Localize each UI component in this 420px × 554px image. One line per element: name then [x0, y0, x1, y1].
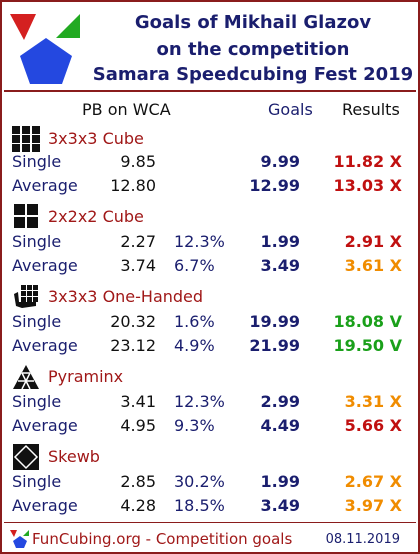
event-name: 3x3x3 Cube	[48, 129, 144, 148]
pct-value: 4.9%	[174, 334, 215, 358]
row-label: Single	[12, 470, 61, 494]
table-row: Average 4.28 18.5% 3.49 3.97 X	[2, 494, 418, 518]
pct-value: 12.3%	[174, 390, 225, 414]
pct-value: 9.3%	[174, 414, 215, 438]
title-line-3: Samara Speedcubing Fest 2019	[90, 63, 416, 87]
row-label: Single	[12, 230, 61, 254]
pb-value: 9.85	[120, 150, 156, 174]
table-row: Single 2.85 30.2% 1.99 2.67 X	[2, 470, 418, 494]
footer-date: 08.11.2019	[326, 532, 400, 547]
row-label: Average	[12, 494, 78, 518]
result-value: 3.61 X	[345, 254, 402, 278]
table-row: Average 23.12 4.9% 21.99 19.50 V	[2, 334, 418, 358]
pb-value: 4.95	[120, 414, 156, 438]
row-label: Single	[12, 390, 61, 414]
cube-2x2-icon	[12, 204, 40, 230]
goal-value: 12.99	[249, 174, 300, 198]
event-name: Skewb	[48, 447, 100, 466]
result-value: 3.97 X	[345, 494, 402, 518]
table-row: Single 9.85 9.99 11.82 X	[2, 150, 418, 174]
column-header-pb: PB on WCA	[82, 100, 171, 119]
pyraminx-icon	[12, 364, 40, 390]
event-name: Pyraminx	[48, 367, 123, 386]
event-name: 3x3x3 One-Handed	[48, 287, 203, 306]
result-value: 19.50 V	[333, 334, 402, 358]
result-value: 2.91 X	[345, 230, 402, 254]
pb-value: 20.32	[110, 310, 156, 334]
goal-value: 2.99	[261, 390, 300, 414]
pct-value: 12.3%	[174, 230, 225, 254]
result-value: 2.67 X	[345, 470, 402, 494]
funcubing-logo-icon	[8, 10, 84, 86]
row-label: Single	[12, 310, 61, 334]
goal-value: 1.99	[261, 230, 300, 254]
header-divider	[4, 90, 416, 92]
footer-divider	[4, 522, 416, 523]
skewb-icon	[12, 444, 40, 470]
pb-value: 23.12	[110, 334, 156, 358]
row-label: Average	[12, 254, 78, 278]
column-header-results: Results	[342, 100, 400, 119]
result-value: 3.31 X	[345, 390, 402, 414]
row-label: Average	[12, 414, 78, 438]
goal-value: 3.49	[261, 494, 300, 518]
pct-value: 1.6%	[174, 310, 215, 334]
title-line-1: Goals of Mikhail Glazov	[90, 11, 416, 35]
table-row: Single 2.27 12.3% 1.99 2.91 X	[2, 230, 418, 254]
event-name: 2x2x2 Cube	[48, 207, 144, 226]
pb-value: 2.27	[120, 230, 156, 254]
pb-value: 3.41	[120, 390, 156, 414]
pb-value: 3.74	[120, 254, 156, 278]
funcubing-small-logo-icon	[10, 529, 30, 549]
result-value: 5.66 X	[345, 414, 402, 438]
pct-value: 30.2%	[174, 470, 225, 494]
row-label: Average	[12, 334, 78, 358]
cube-3x3-icon	[12, 126, 40, 152]
header: Goals of Mikhail Glazov on the competiti…	[2, 2, 418, 90]
result-value: 18.08 V	[333, 310, 402, 334]
pct-value: 18.5%	[174, 494, 225, 518]
goal-value: 3.49	[261, 254, 300, 278]
pb-value: 4.28	[120, 494, 156, 518]
goal-value: 4.49	[261, 414, 300, 438]
goal-value: 19.99	[249, 310, 300, 334]
result-value: 13.03 X	[333, 174, 402, 198]
pct-value: 6.7%	[174, 254, 215, 278]
row-label: Single	[12, 150, 61, 174]
goal-value: 9.99	[261, 150, 300, 174]
row-label: Average	[12, 174, 78, 198]
goal-value: 21.99	[249, 334, 300, 358]
column-header-goals: Goals	[268, 100, 313, 119]
result-value: 11.82 X	[333, 150, 402, 174]
table-row: Average 4.95 9.3% 4.49 5.66 X	[2, 414, 418, 438]
title-line-2: on the competition	[90, 38, 416, 62]
table-row: Single 3.41 12.3% 2.99 3.31 X	[2, 390, 418, 414]
pb-value: 2.85	[120, 470, 156, 494]
table-row: Single 20.32 1.6% 19.99 18.08 V	[2, 310, 418, 334]
one-handed-icon	[12, 284, 40, 310]
pb-value: 12.80	[110, 174, 156, 198]
goal-value: 1.99	[261, 470, 300, 494]
table-row: Average 12.80 12.99 13.03 X	[2, 174, 418, 198]
footer-site-link[interactable]: FunCubing.org - Competition goals	[32, 530, 292, 548]
table-row: Average 3.74 6.7% 3.49 3.61 X	[2, 254, 418, 278]
